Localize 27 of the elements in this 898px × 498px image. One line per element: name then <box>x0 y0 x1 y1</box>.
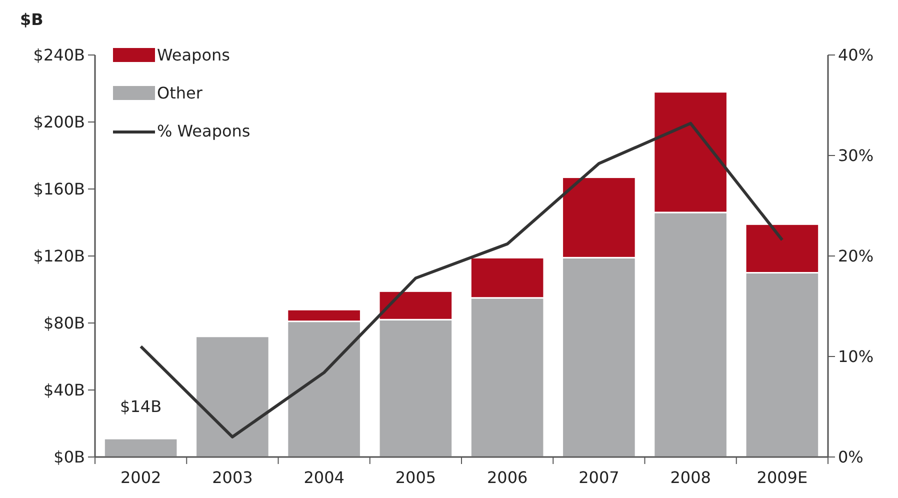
y2-tick-label: 30% <box>838 146 874 166</box>
x-tick-label: 2006 <box>486 468 528 487</box>
x-tick-label: 2007 <box>578 468 620 487</box>
x-tick-label: 2008 <box>670 468 711 487</box>
annotation: $14B <box>120 397 162 416</box>
bar <box>103 438 178 458</box>
y-tick-label: $40B <box>43 380 85 400</box>
x-tick-label: 2005 <box>395 468 436 487</box>
chart-title: $B <box>20 10 44 29</box>
y-tick-label: $120B <box>33 246 85 266</box>
legend-label: Weapons <box>157 46 230 65</box>
legend-label: % Weapons <box>157 122 250 141</box>
y2-tick-label: 0% <box>838 448 864 467</box>
x-tick-label: 2009E <box>756 468 808 487</box>
y-tick-label: $80B <box>43 314 85 333</box>
y2-tick-label: 10% <box>838 347 874 366</box>
y-tick-label: $0B <box>54 448 85 467</box>
x-tick-label: 2002 <box>120 468 162 487</box>
y-tick-label: $160B <box>33 180 85 199</box>
x-tick-label: 2004 <box>304 468 344 487</box>
bar <box>195 336 270 458</box>
y-tick-label: $240B <box>33 46 85 65</box>
x-tick-label: 2003 <box>212 468 253 487</box>
legend-label: Other <box>157 84 203 103</box>
y2-tick-label: 40% <box>838 46 874 65</box>
y-tick-label: $200B <box>33 112 85 132</box>
y2-tick-label: 20% <box>838 246 874 266</box>
